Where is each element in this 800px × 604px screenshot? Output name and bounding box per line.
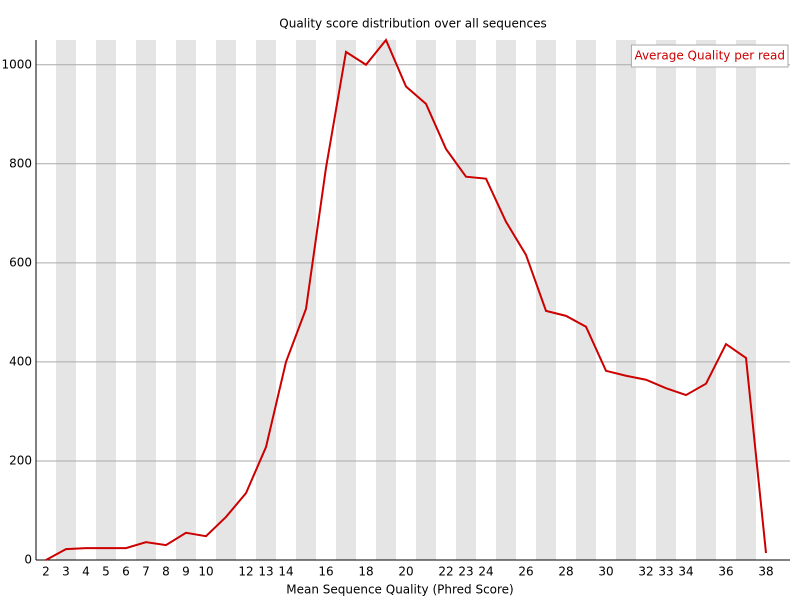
stripe <box>136 40 156 560</box>
stripe <box>376 40 396 560</box>
stripe <box>416 40 436 560</box>
x-tick-label: 38 <box>758 565 773 579</box>
x-tick-label: 13 <box>258 565 273 579</box>
y-tick-label: 400 <box>9 354 32 368</box>
x-tick-label: 10 <box>198 565 213 579</box>
stripe <box>656 40 676 560</box>
x-tick-label: 24 <box>478 565 493 579</box>
stripe <box>496 40 516 560</box>
x-tick-label: 3 <box>62 565 70 579</box>
x-tick-label: 26 <box>518 565 533 579</box>
x-tick-label: 6 <box>122 565 130 579</box>
x-tick-label: 12 <box>238 565 253 579</box>
data-line <box>45 38 767 561</box>
stripe <box>176 40 196 560</box>
stripe <box>56 40 76 560</box>
stripe <box>736 40 756 560</box>
stripe <box>96 40 116 560</box>
x-tick-label: 4 <box>82 565 90 579</box>
x-tick-label: 34 <box>678 565 693 579</box>
stripe <box>696 40 716 560</box>
x-tick-label: 7 <box>142 565 150 579</box>
legend-label: Average Quality per read <box>634 49 785 63</box>
x-tick-label: 9 <box>182 565 190 579</box>
x-tick-label: 16 <box>318 565 333 579</box>
x-tick-label: 2 <box>42 565 50 579</box>
chart-title: Quality score distribution over all sequ… <box>279 17 546 31</box>
x-tick-label: 23 <box>458 565 473 579</box>
x-tick-label: 28 <box>558 565 573 579</box>
x-tick-label: 20 <box>398 565 413 579</box>
x-tick-label: 8 <box>162 565 170 579</box>
stripe <box>256 40 276 560</box>
y-tick-label: 600 <box>9 255 32 269</box>
stripe <box>616 40 636 560</box>
x-tick-label: 36 <box>718 565 733 579</box>
stripe <box>536 40 556 560</box>
x-axis-label: Mean Sequence Quality (Phred Score) <box>286 583 514 597</box>
x-tick-label: 32 <box>638 565 653 579</box>
y-tick-label: 1000 <box>1 57 32 71</box>
stripe <box>456 40 476 560</box>
stripe <box>296 40 316 560</box>
stripe <box>576 40 596 560</box>
x-tick-label: 14 <box>278 565 293 579</box>
stripe <box>216 40 236 560</box>
x-tick-label: 5 <box>102 565 110 579</box>
y-tick-label: 0 <box>24 553 32 567</box>
x-tick-label: 30 <box>598 565 613 579</box>
legend: Average Quality per read <box>630 44 789 68</box>
y-tick-label: 200 <box>9 453 32 467</box>
x-tick-label: 22 <box>438 565 453 579</box>
x-tick-label: 33 <box>658 565 673 579</box>
x-tick-label: 18 <box>358 565 373 579</box>
legend-box <box>630 44 789 68</box>
y-tick-label: 800 <box>9 156 32 170</box>
stripe <box>336 40 356 560</box>
